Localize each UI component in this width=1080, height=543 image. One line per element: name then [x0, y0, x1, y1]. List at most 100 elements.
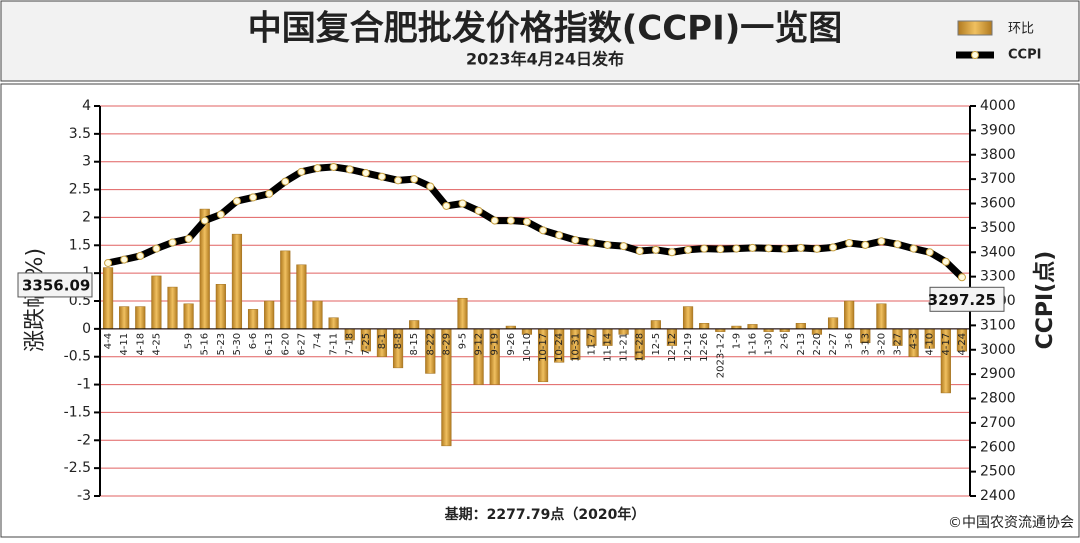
y-tick-label: 2 — [82, 209, 91, 225]
line-dot — [861, 240, 870, 249]
y-tick-label: -1 — [77, 377, 91, 393]
line-dot — [120, 255, 129, 264]
line-dot — [925, 248, 934, 257]
line-dot — [571, 236, 580, 245]
x-tick-label: 8-1 — [377, 333, 388, 349]
y-tick-label: 3 — [82, 154, 91, 170]
line-dot — [522, 217, 531, 226]
x-tick-label: 12-26 — [699, 333, 710, 362]
line-dot — [716, 245, 725, 254]
line-dot — [957, 273, 966, 282]
line-dot — [812, 244, 821, 253]
line-dot — [700, 244, 709, 253]
line-dot — [684, 245, 693, 254]
y2-axis-title: CCPI(点) — [1032, 251, 1058, 350]
x-tick-label: 4-25 — [151, 333, 162, 356]
bar — [231, 233, 243, 330]
line-dot — [329, 162, 338, 171]
line-dot — [619, 242, 628, 251]
x-tick-label: 8-22 — [425, 333, 436, 356]
x-tick-label: 3-13 — [860, 333, 871, 356]
line-dot — [829, 243, 838, 252]
x-tick-label: 6-13 — [264, 333, 275, 356]
line-dot — [506, 216, 515, 225]
x-tick-label: 4-18 — [135, 333, 146, 356]
y2-tick-label: 2500 — [980, 464, 1016, 480]
line-dot — [184, 234, 193, 243]
line-dot — [732, 244, 741, 253]
line-dot — [893, 240, 902, 249]
x-tick-label: 10-17 — [538, 333, 549, 362]
line-dot — [281, 177, 290, 186]
line-dot — [232, 197, 241, 206]
x-tick-label: 9-5 — [458, 333, 469, 349]
callout-box — [17, 272, 93, 298]
line-dot — [313, 164, 322, 173]
x-tick-label: 4-3 — [909, 333, 920, 349]
chart-panel — [0, 83, 1080, 538]
line-dot — [877, 237, 886, 246]
y-tick-label: 3.5 — [69, 126, 91, 142]
bar — [215, 284, 226, 330]
y2-tick-label: 3700 — [980, 171, 1016, 187]
y2-tick-label: 3100 — [980, 317, 1016, 333]
y2-tick-label: 3800 — [980, 147, 1016, 163]
y-axis-title: 涨跌幅(%) — [23, 248, 48, 352]
chart-title: 中国复合肥批发价格指数(CCPI)一览图 — [248, 9, 843, 49]
x-tick-label: 8-8 — [393, 333, 404, 349]
x-tick-label: 7-4 — [313, 333, 324, 349]
y2-tick-label: 3000 — [980, 342, 1016, 358]
y2-tick-label: 4000 — [980, 98, 1016, 114]
x-tick-label: 3-27 — [893, 333, 904, 356]
line-dot — [748, 243, 757, 252]
x-tick-label: 10-31 — [570, 333, 581, 362]
line-dot — [345, 165, 354, 174]
x-tick-label: 11-7 — [586, 333, 597, 356]
x-tick-label: 10-10 — [522, 333, 533, 362]
bar — [135, 306, 146, 330]
line-dot — [635, 247, 644, 256]
x-tick-label: 2-6 — [780, 333, 791, 349]
line-dot — [442, 201, 451, 210]
data-label: 3297.25 — [928, 291, 996, 309]
line-dot — [845, 238, 854, 247]
y-tick-label: 0 — [82, 321, 91, 337]
x-tick-label: 5-30 — [232, 333, 243, 356]
line-dot — [410, 175, 419, 184]
bar — [328, 317, 339, 330]
y-tick-label: -2.5 — [64, 460, 91, 476]
line-dot — [394, 176, 403, 185]
line-dot — [539, 226, 548, 235]
line-dot — [426, 182, 435, 191]
line-dot — [796, 243, 805, 252]
y2-tick-label: 2800 — [980, 391, 1016, 407]
legend-bar-swatch — [957, 20, 993, 36]
legend: 环比 CCPI — [956, 20, 1041, 63]
line-dot — [216, 210, 225, 219]
x-tick-label: 1-30 — [764, 333, 775, 356]
x-tick-label: 1-9 — [731, 333, 742, 349]
y-tick-label: 1.5 — [69, 237, 91, 253]
bar — [296, 264, 307, 330]
x-tick-label: 5-9 — [184, 333, 195, 349]
x-tick-label: 8-15 — [409, 333, 420, 356]
y-tick-label: 4 — [82, 98, 91, 114]
bar — [747, 324, 758, 330]
x-tick-label: 4-11 — [119, 333, 130, 356]
x-tick-label: 4-17 — [941, 333, 952, 356]
line-dot — [780, 244, 789, 253]
line-dot — [764, 244, 773, 253]
y2-tick-label: 2900 — [980, 366, 1016, 382]
bar — [119, 306, 130, 330]
line-dot — [361, 169, 370, 178]
base-note: 基期：2277.79点（2020年） — [445, 506, 646, 523]
line-dot — [200, 216, 209, 225]
data-label: 3356.09 — [22, 276, 90, 294]
bar — [457, 297, 468, 330]
y2-tick-label: 2400 — [980, 488, 1016, 504]
bar — [682, 306, 694, 330]
x-tick-label: 12-12 — [667, 333, 678, 362]
bar — [844, 300, 855, 330]
x-tick-label: 11-21 — [619, 333, 630, 362]
